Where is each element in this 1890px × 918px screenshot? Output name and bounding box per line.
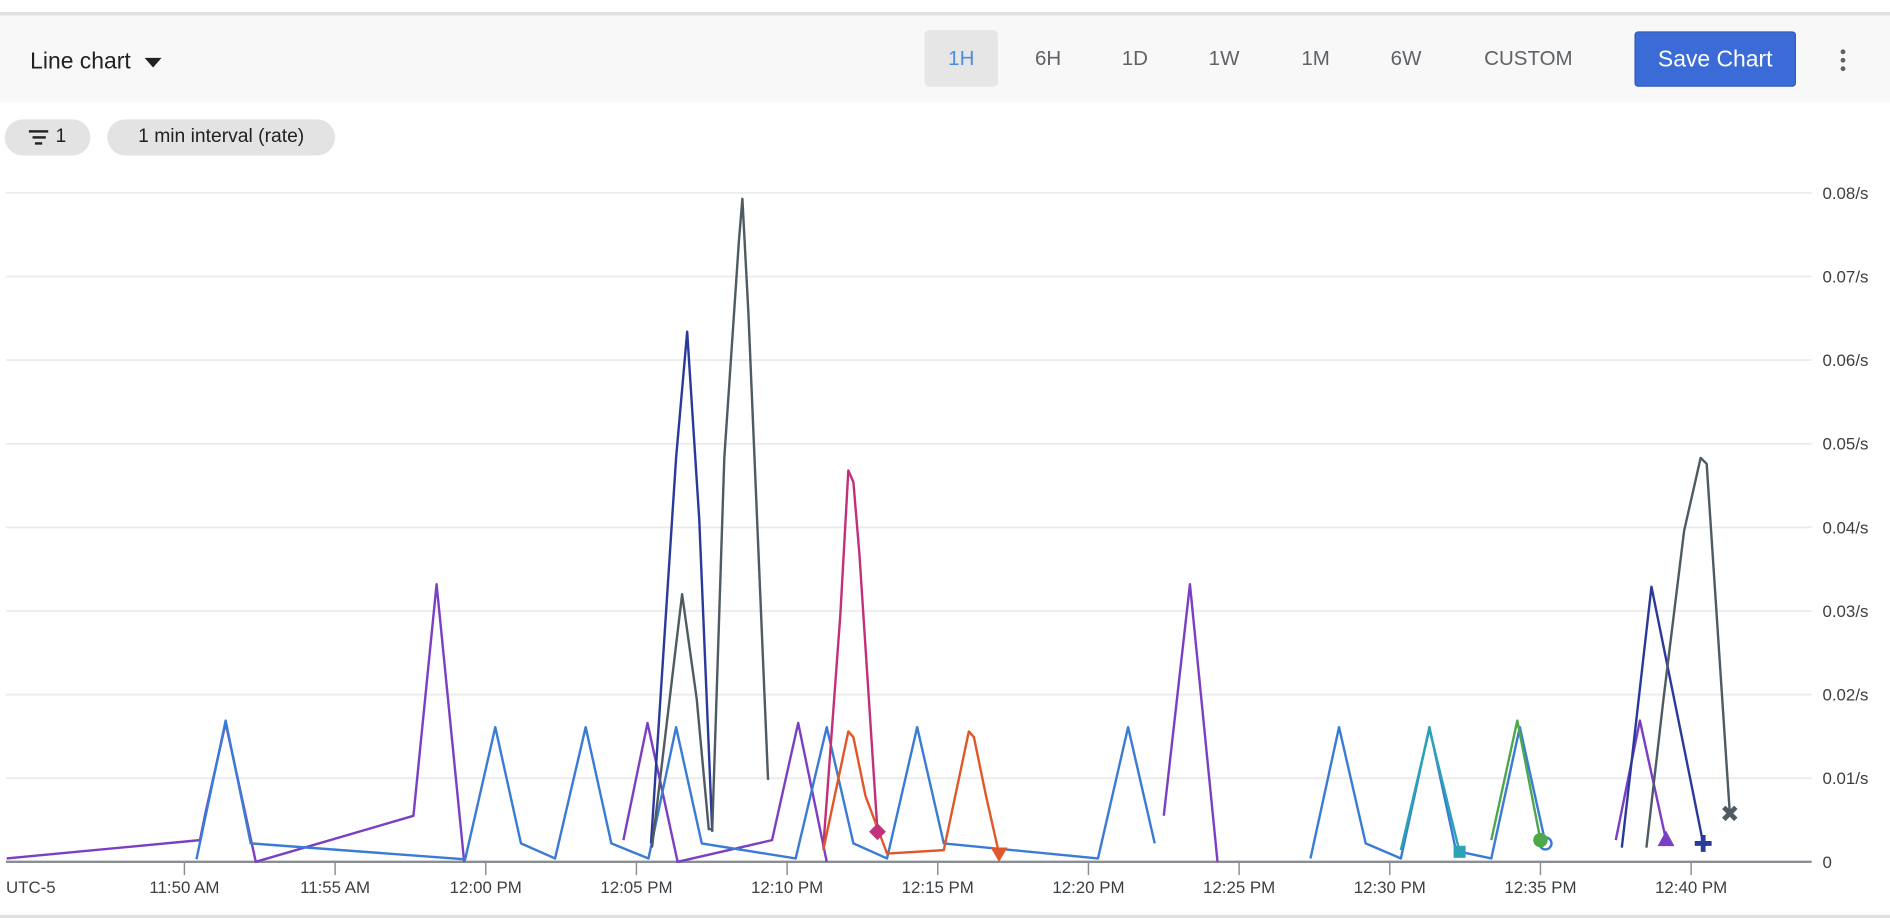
chart-type-dropdown[interactable]: Line chart [30, 49, 163, 76]
x-tick-label: 12:40 PM [1655, 878, 1727, 897]
bottom-divider [0, 914, 1890, 918]
range-custom-button[interactable]: CUSTOM [1484, 47, 1573, 70]
series-line [622, 721, 828, 864]
save-chart-button[interactable]: Save Chart [1634, 31, 1796, 87]
series-line [1490, 719, 1542, 841]
range-1w-button[interactable]: 1W [1208, 47, 1240, 70]
x-tick-label: 12:30 PM [1354, 878, 1426, 897]
top-divider [0, 12, 1890, 16]
filter-list-icon [28, 130, 49, 145]
triangle-marker [1657, 830, 1675, 847]
series-line [1645, 456, 1732, 848]
filter-count: 1 [55, 126, 67, 148]
range-6h-button[interactable]: 6H [1034, 47, 1062, 70]
series-line [1162, 583, 1219, 862]
y-tick-label: 0.05/s [1823, 435, 1869, 454]
y-tick-label: 0.01/s [1823, 769, 1869, 788]
series-line [1399, 727, 1461, 853]
range-6w-button[interactable]: 6W [1390, 47, 1422, 70]
y-tick-label: 0.06/s [1823, 351, 1869, 370]
series-line [1620, 585, 1705, 848]
timezone-label: UTC-5 [6, 878, 56, 897]
x-marker [1722, 805, 1738, 822]
y-tick-label: 0 [1823, 853, 1832, 872]
filter-chip[interactable]: 1 [4, 119, 91, 156]
chart-type-label: Line chart [30, 49, 131, 75]
y-tick-label: 0.02/s [1823, 686, 1869, 705]
x-tick-label: 12:35 PM [1504, 878, 1576, 897]
range-1d-button[interactable]: 1D [1121, 47, 1148, 70]
interval-chip[interactable]: 1 min interval (rate) [107, 119, 336, 156]
x-tick-label: 11:55 AM [300, 878, 370, 897]
x-tick-label: 12:05 PM [600, 878, 672, 897]
series-line [6, 583, 466, 864]
series-line [650, 197, 770, 848]
diamond-marker [869, 823, 886, 841]
x-tick-label: 11:50 AM [149, 878, 219, 897]
circle-marker [1533, 832, 1548, 848]
plus-marker [1694, 834, 1712, 852]
series-line [822, 469, 879, 848]
more-vert-icon[interactable] [1835, 42, 1852, 78]
x-tick-label: 12:20 PM [1052, 878, 1124, 897]
caret-down-icon [145, 57, 163, 68]
series-line [195, 719, 1156, 861]
square-marker [1453, 845, 1466, 858]
range-1h-button[interactable]: 1H [924, 30, 999, 87]
triangle-down-marker [990, 847, 1008, 862]
chart-toolbar: Line chart 1H 6H 1D 1W 1M 6W CUSTOM Save… [0, 15, 1890, 103]
range-1m-button[interactable]: 1M [1301, 47, 1330, 70]
y-tick-label: 0.07/s [1823, 268, 1869, 287]
series-line [822, 730, 1001, 855]
x-tick-label: 12:25 PM [1203, 878, 1275, 897]
y-tick-label: 0.03/s [1823, 602, 1869, 621]
series-line [649, 330, 714, 844]
series-line [1309, 725, 1547, 860]
series-line [1614, 719, 1668, 841]
x-tick-label: 12:00 PM [450, 878, 522, 897]
x-tick-label: 12:15 PM [902, 878, 974, 897]
y-tick-label: 0.08/s [1823, 184, 1869, 203]
y-tick-label: 0.04/s [1823, 518, 1869, 537]
x-tick-label: 12:10 PM [751, 878, 823, 897]
